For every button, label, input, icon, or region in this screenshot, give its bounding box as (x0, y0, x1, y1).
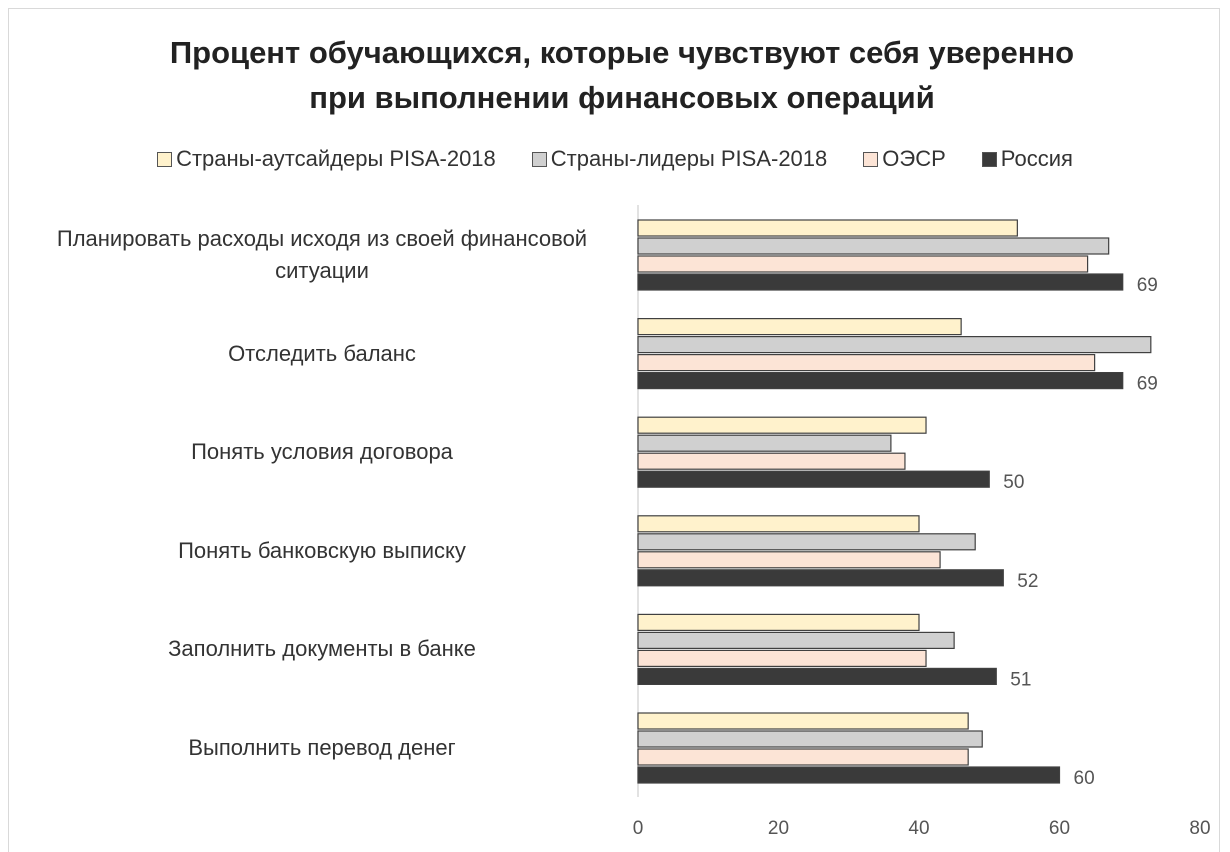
bar (637, 237, 1110, 255)
legend-item: Страны-лидеры PISA-2018 (531, 146, 828, 172)
bar (637, 434, 892, 452)
bar (637, 667, 997, 686)
bar (637, 354, 1096, 372)
bar (637, 569, 1004, 587)
x-tick-label: 20 (768, 818, 789, 839)
bar (637, 631, 955, 650)
x-tick-label: 40 (908, 818, 929, 839)
bar (637, 613, 920, 632)
legend-label: ОЭСР (882, 146, 946, 171)
legend-swatch (863, 151, 879, 167)
legend-label: Страны-лидеры PISA-2018 (550, 146, 828, 171)
category-label: Понять банковскую выписку (178, 537, 466, 563)
category-label: Понять условия договора (191, 439, 453, 465)
legend-label: Россия (1000, 146, 1073, 171)
data-label: 60 (1074, 768, 1095, 789)
data-label: 51 (1010, 669, 1031, 690)
bar (637, 273, 1124, 291)
legend: Страны-аутсайдеры PISA-2018 Страны-лидеры… (0, 146, 1230, 172)
bar (637, 712, 969, 730)
category-label: Отследить баланс (228, 340, 416, 366)
bar (637, 470, 990, 488)
legend-item: ОЭСР (863, 146, 946, 172)
bar (637, 533, 976, 551)
data-label: 69 (1137, 374, 1158, 395)
data-label: 50 (1003, 472, 1024, 493)
chart-title: Процент обучающихся, которые чувствуют с… (169, 35, 1075, 115)
frame (8, 8, 1220, 852)
x-tick-label: 80 (1189, 818, 1210, 839)
bar (637, 515, 920, 533)
data-label: 52 (1017, 571, 1038, 592)
legend-item: Россия (981, 146, 1073, 172)
bar (637, 551, 941, 569)
bar (637, 372, 1124, 390)
x-tick-label: 60 (1049, 818, 1070, 839)
legend-item: Страны-аутсайдеры PISA-2018 (157, 146, 496, 172)
bar (637, 336, 1152, 354)
x-tick-label: 0 (633, 818, 644, 839)
bar (637, 649, 927, 668)
bar (637, 452, 906, 470)
legend-swatch (157, 151, 173, 167)
bar (637, 255, 1089, 273)
bar (637, 416, 927, 434)
category-label: Выполнить перевод денег (188, 735, 456, 760)
bar (637, 318, 962, 336)
bar (637, 766, 1061, 784)
legend-label: Страны-аутсайдеры PISA-2018 (176, 146, 496, 171)
legend-swatch (981, 151, 997, 167)
legend-swatch (531, 151, 547, 167)
data-label: 69 (1137, 275, 1158, 296)
category-label: Планировать расходы исходя из своей фина… (56, 226, 588, 283)
bar (637, 219, 1018, 237)
bar (637, 730, 983, 748)
bar (637, 748, 969, 766)
category-label: Заполнить документы в банке (168, 636, 476, 662)
